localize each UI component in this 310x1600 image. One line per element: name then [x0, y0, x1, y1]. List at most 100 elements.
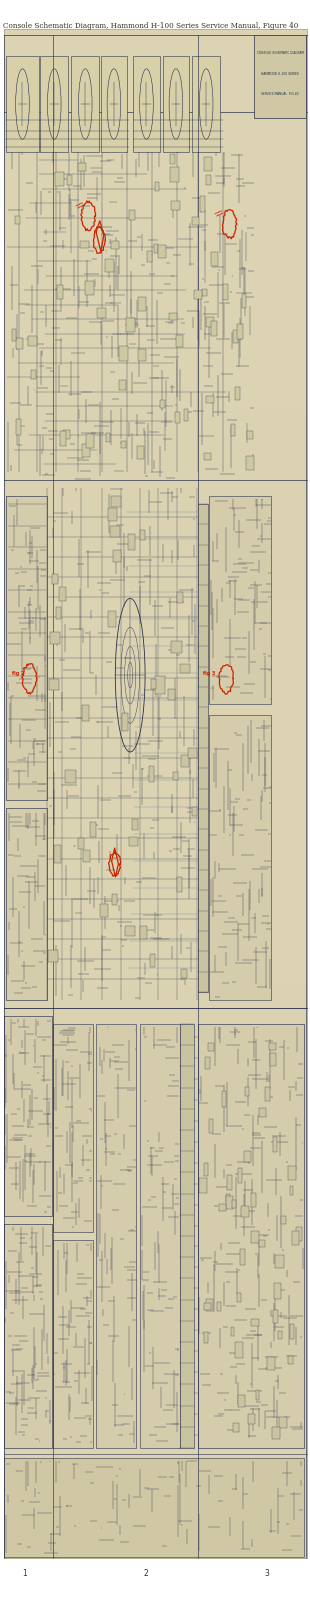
Bar	[240, 1250, 245, 1266]
Bar	[177, 877, 182, 891]
Bar	[206, 395, 214, 403]
Bar	[55, 171, 64, 186]
Bar	[53, 1240, 93, 1448]
Bar	[140, 530, 145, 539]
Bar	[198, 1024, 304, 1448]
Bar	[206, 317, 214, 326]
Bar	[217, 1302, 221, 1310]
Bar	[4, 984, 307, 1176]
Bar	[4, 1016, 52, 1216]
Text: //: //	[213, 208, 224, 218]
Bar	[181, 755, 188, 768]
Bar	[133, 56, 160, 152]
Bar	[204, 1302, 211, 1310]
Text: 1: 1	[22, 1570, 27, 1578]
Bar	[180, 664, 190, 674]
Bar	[140, 926, 147, 939]
Bar	[273, 1310, 278, 1323]
Bar	[4, 794, 307, 984]
Bar	[108, 611, 116, 627]
Bar	[272, 1427, 280, 1438]
Bar	[251, 1194, 256, 1206]
Text: fig 2: fig 2	[12, 672, 25, 677]
Bar	[155, 182, 159, 190]
Bar	[259, 1240, 265, 1248]
Bar	[209, 496, 271, 704]
Bar	[290, 1323, 294, 1339]
Bar	[4, 1458, 304, 1557]
Bar	[181, 970, 187, 978]
Bar	[160, 400, 166, 408]
Bar	[193, 216, 199, 226]
Bar	[270, 1053, 276, 1066]
Bar	[244, 1150, 250, 1162]
Bar	[119, 346, 128, 362]
Bar	[122, 442, 126, 448]
Bar	[132, 819, 138, 830]
Bar	[54, 845, 61, 864]
Bar	[4, 1224, 52, 1448]
Bar	[206, 174, 210, 186]
Bar	[129, 837, 138, 846]
Text: 3: 3	[264, 1570, 269, 1578]
Bar	[204, 157, 212, 171]
Bar	[237, 1293, 241, 1302]
Bar	[16, 419, 21, 435]
Bar	[149, 766, 154, 782]
Bar	[232, 1200, 236, 1208]
Text: fig 3: fig 3	[203, 672, 215, 677]
Bar	[128, 533, 135, 550]
Bar	[269, 1043, 276, 1050]
Bar	[171, 202, 180, 210]
Bar	[226, 1194, 230, 1202]
Bar	[238, 1395, 245, 1406]
Bar	[211, 251, 218, 266]
Bar	[205, 1058, 210, 1069]
Bar	[151, 680, 156, 690]
Bar	[200, 195, 205, 211]
Text: CONSOLE SCHEMATIC DIAGRAM: CONSOLE SCHEMATIC DIAGRAM	[257, 51, 304, 54]
Bar	[4, 1366, 307, 1558]
Bar	[6, 496, 47, 800]
Bar	[265, 1086, 270, 1101]
Bar	[288, 1357, 293, 1363]
Bar	[129, 210, 135, 221]
Bar	[105, 259, 114, 272]
Bar	[82, 706, 89, 722]
Bar	[274, 1283, 281, 1299]
Bar	[219, 1203, 225, 1211]
Bar	[137, 446, 144, 459]
Text: 2: 2	[143, 1570, 148, 1578]
Bar	[248, 1414, 255, 1424]
Bar	[211, 322, 217, 336]
Bar	[65, 771, 76, 782]
Bar	[96, 1024, 136, 1448]
Bar	[4, 219, 307, 411]
Bar	[209, 1120, 213, 1133]
Bar	[238, 1168, 241, 1182]
Bar	[251, 1318, 259, 1326]
Bar	[173, 771, 179, 781]
Bar	[57, 285, 63, 299]
Bar	[111, 496, 121, 507]
Bar	[237, 325, 243, 339]
Bar	[147, 251, 152, 261]
Bar	[204, 1333, 208, 1342]
Bar	[12, 330, 16, 341]
Bar	[198, 504, 208, 992]
Bar	[48, 950, 58, 962]
Bar	[241, 1206, 249, 1216]
Bar	[233, 1422, 239, 1432]
Bar	[251, 1230, 259, 1243]
Bar	[154, 245, 158, 253]
Bar	[188, 747, 197, 758]
Bar	[80, 242, 89, 248]
Bar	[290, 1186, 294, 1195]
Bar	[113, 550, 121, 562]
Bar	[4, 29, 307, 219]
Bar	[15, 216, 20, 224]
Bar	[86, 282, 94, 294]
Bar	[106, 434, 110, 442]
Bar	[140, 1024, 180, 1448]
Bar	[82, 850, 90, 862]
